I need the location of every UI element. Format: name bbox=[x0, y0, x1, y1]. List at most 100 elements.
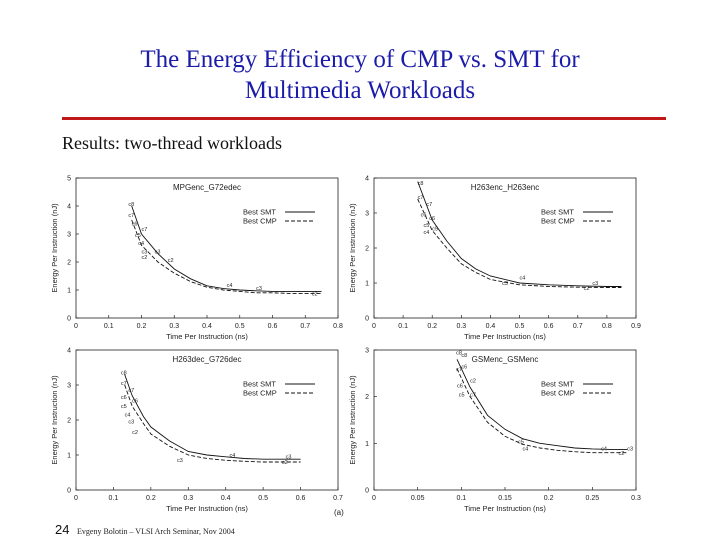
point-annotation: c3 bbox=[286, 455, 292, 461]
slide-title-line1: The Energy Efficiency of CMP vs. SMT for bbox=[140, 46, 580, 73]
x-tick-label: 0.2 bbox=[146, 495, 156, 502]
point-annotation: c3 bbox=[142, 250, 148, 256]
footer-text: Evgeny Bolotin – VLSI Arch Seminar, Nov … bbox=[77, 527, 235, 536]
x-tick-label: 0.6 bbox=[268, 323, 278, 330]
y-axis-label: Energy Per Instruction (nJ) bbox=[50, 203, 59, 293]
y-tick-label: 1 bbox=[365, 281, 369, 288]
x-tick-label: 0.1 bbox=[104, 323, 114, 330]
point-annotation: c3 bbox=[177, 458, 183, 464]
y-axis-label: Energy Per Instruction (nJ) bbox=[348, 203, 357, 293]
y-tick-label: 5 bbox=[67, 176, 71, 183]
x-tick-label: 0.5 bbox=[515, 323, 525, 330]
point-annotation: c2 bbox=[584, 286, 590, 292]
y-tick-label: 3 bbox=[67, 383, 71, 390]
point-annotation: c5 bbox=[459, 393, 465, 399]
point-annotation: c7 bbox=[142, 227, 148, 233]
point-annotation: c8 bbox=[456, 351, 462, 357]
series-line-best-smt bbox=[456, 359, 628, 450]
chart-svg: 0 0.05 0.1 0.15 0.2 0.25 0.3 0 1 2 3 Time Per Instr… bbox=[348, 348, 641, 514]
series-line-best-cmp bbox=[124, 384, 301, 463]
x-tick-label: 0.2 bbox=[427, 323, 437, 330]
y-tick-label: 3 bbox=[365, 348, 369, 355]
y-tick-label: 4 bbox=[67, 348, 71, 355]
chart-panel-h263dec: 0 0.1 0.2 0.3 0.4 0.5 0.6 0.7 0 1 2 3 4 Time Per Inst… bbox=[46, 344, 346, 514]
point-annotation: c6 bbox=[421, 213, 427, 219]
point-annotation: c2 bbox=[619, 451, 625, 457]
slide-subtitle: Results: two-thread workloads bbox=[62, 133, 282, 153]
x-tick-label: 0.6 bbox=[544, 323, 554, 330]
point-annotation: c4 bbox=[229, 453, 235, 459]
y-tick-label: 2 bbox=[365, 246, 369, 253]
point-annotation: c4 bbox=[520, 276, 526, 282]
x-axis-label: Time Per Instruction (ns) bbox=[166, 332, 248, 341]
point-annotation: c7 bbox=[128, 388, 134, 394]
point-annotation: c7 bbox=[128, 213, 134, 219]
x-axis-label: Time Per Instruction (ns) bbox=[166, 504, 248, 513]
y-tick-label: 2 bbox=[67, 418, 71, 425]
x-tick-label: 0.15 bbox=[498, 495, 512, 502]
x-axis-label: Time Per Instruction (ns) bbox=[464, 504, 546, 513]
x-tick-label: 0 bbox=[74, 323, 78, 330]
point-annotation: c6 bbox=[132, 222, 138, 228]
y-tick-label: 2 bbox=[365, 394, 369, 401]
chart-panel-mpgenc: 0 0.1 0.2 0.3 0.4 0.5 0.6 0.7 0.8 0 1 2 3 4 5 Time Per … bbox=[46, 172, 346, 342]
y-tick-label: 1 bbox=[365, 441, 369, 448]
chart-svg: 0 0.1 0.2 0.3 0.4 0.5 0.6 0.7 0.8 0.9 0 1 2 3 4 Time Pe… bbox=[348, 176, 641, 342]
chart-title: MPGenc_G72edec bbox=[173, 183, 241, 192]
y-tick-label: 2 bbox=[67, 260, 71, 267]
y-axis-label: Energy Per Instruction (nJ) bbox=[348, 375, 357, 465]
point-annotation: c8 bbox=[128, 202, 134, 208]
point-annotation: c2 bbox=[142, 255, 148, 261]
legend-label: Best CMP bbox=[243, 217, 277, 226]
x-tick-label: 0.6 bbox=[296, 495, 306, 502]
point-annotation: c5 bbox=[423, 223, 429, 229]
point-annotation: c4 bbox=[227, 283, 233, 289]
series-line-best-smt bbox=[124, 374, 301, 460]
point-annotation: c7 bbox=[121, 381, 127, 387]
legend-label: Best SMT bbox=[541, 380, 574, 389]
y-axis-label: Energy Per Instruction (nJ) bbox=[50, 375, 59, 465]
y-tick-label: 0 bbox=[67, 488, 71, 495]
x-tick-label: 0.1 bbox=[456, 495, 466, 502]
legend-label: Best SMT bbox=[243, 208, 276, 217]
chart-svg: 0 0.1 0.2 0.3 0.4 0.5 0.6 0.7 0.8 0 1 2 3 4 5 Time Per … bbox=[50, 176, 343, 342]
x-tick-label: 0.2 bbox=[544, 495, 554, 502]
x-tick-label: 0.3 bbox=[631, 495, 641, 502]
point-annotation: c7 bbox=[418, 195, 424, 201]
point-annotation: c6 bbox=[132, 399, 138, 405]
y-tick-label: 0 bbox=[67, 316, 71, 323]
point-annotation: c2 bbox=[168, 258, 174, 264]
y-tick-label: 1 bbox=[67, 288, 71, 295]
title-divider bbox=[62, 117, 666, 120]
series-line-best-smt bbox=[417, 181, 622, 287]
plot-frame bbox=[373, 349, 637, 491]
x-tick-label: 0.4 bbox=[486, 323, 496, 330]
x-tick-label: 0.7 bbox=[300, 323, 310, 330]
point-annotation: c4 bbox=[138, 241, 144, 247]
x-tick-label: 0.1 bbox=[398, 323, 408, 330]
chart-panel-gsmenc: 0 0.05 0.1 0.15 0.2 0.25 0.3 0 1 2 3 Time Per Instr… bbox=[344, 344, 644, 514]
point-annotation: c4 bbox=[601, 446, 607, 452]
legend-label: Best CMP bbox=[541, 389, 575, 398]
y-tick-label: 3 bbox=[365, 211, 369, 218]
y-tick-label: 3 bbox=[67, 232, 71, 239]
point-annotation: c7 bbox=[426, 202, 432, 208]
x-tick-label: 0.4 bbox=[221, 495, 231, 502]
x-tick-label: 0.2 bbox=[137, 323, 147, 330]
legend-label: Best SMT bbox=[541, 208, 574, 217]
plot-frame bbox=[75, 349, 339, 491]
x-tick-label: 0.3 bbox=[456, 323, 466, 330]
x-tick-label: 0.3 bbox=[183, 495, 193, 502]
point-annotation: c2 bbox=[282, 460, 288, 466]
point-annotation: c3 bbox=[128, 420, 134, 426]
x-tick-label: 0.4 bbox=[202, 323, 212, 330]
point-annotation: c8 bbox=[418, 181, 424, 187]
corner-label: (a) bbox=[334, 508, 344, 517]
y-tick-label: 0 bbox=[365, 316, 369, 323]
x-tick-label: 0.5 bbox=[235, 323, 245, 330]
x-tick-label: 0.25 bbox=[586, 495, 600, 502]
point-annotation: c4 bbox=[522, 446, 528, 452]
chart-panel-h263enc: 0 0.1 0.2 0.3 0.4 0.5 0.6 0.7 0.8 0.9 0 1 2 3 4 Time Pe… bbox=[344, 172, 644, 342]
series-line-best-cmp bbox=[131, 219, 322, 294]
x-tick-label: 0.1 bbox=[109, 495, 119, 502]
